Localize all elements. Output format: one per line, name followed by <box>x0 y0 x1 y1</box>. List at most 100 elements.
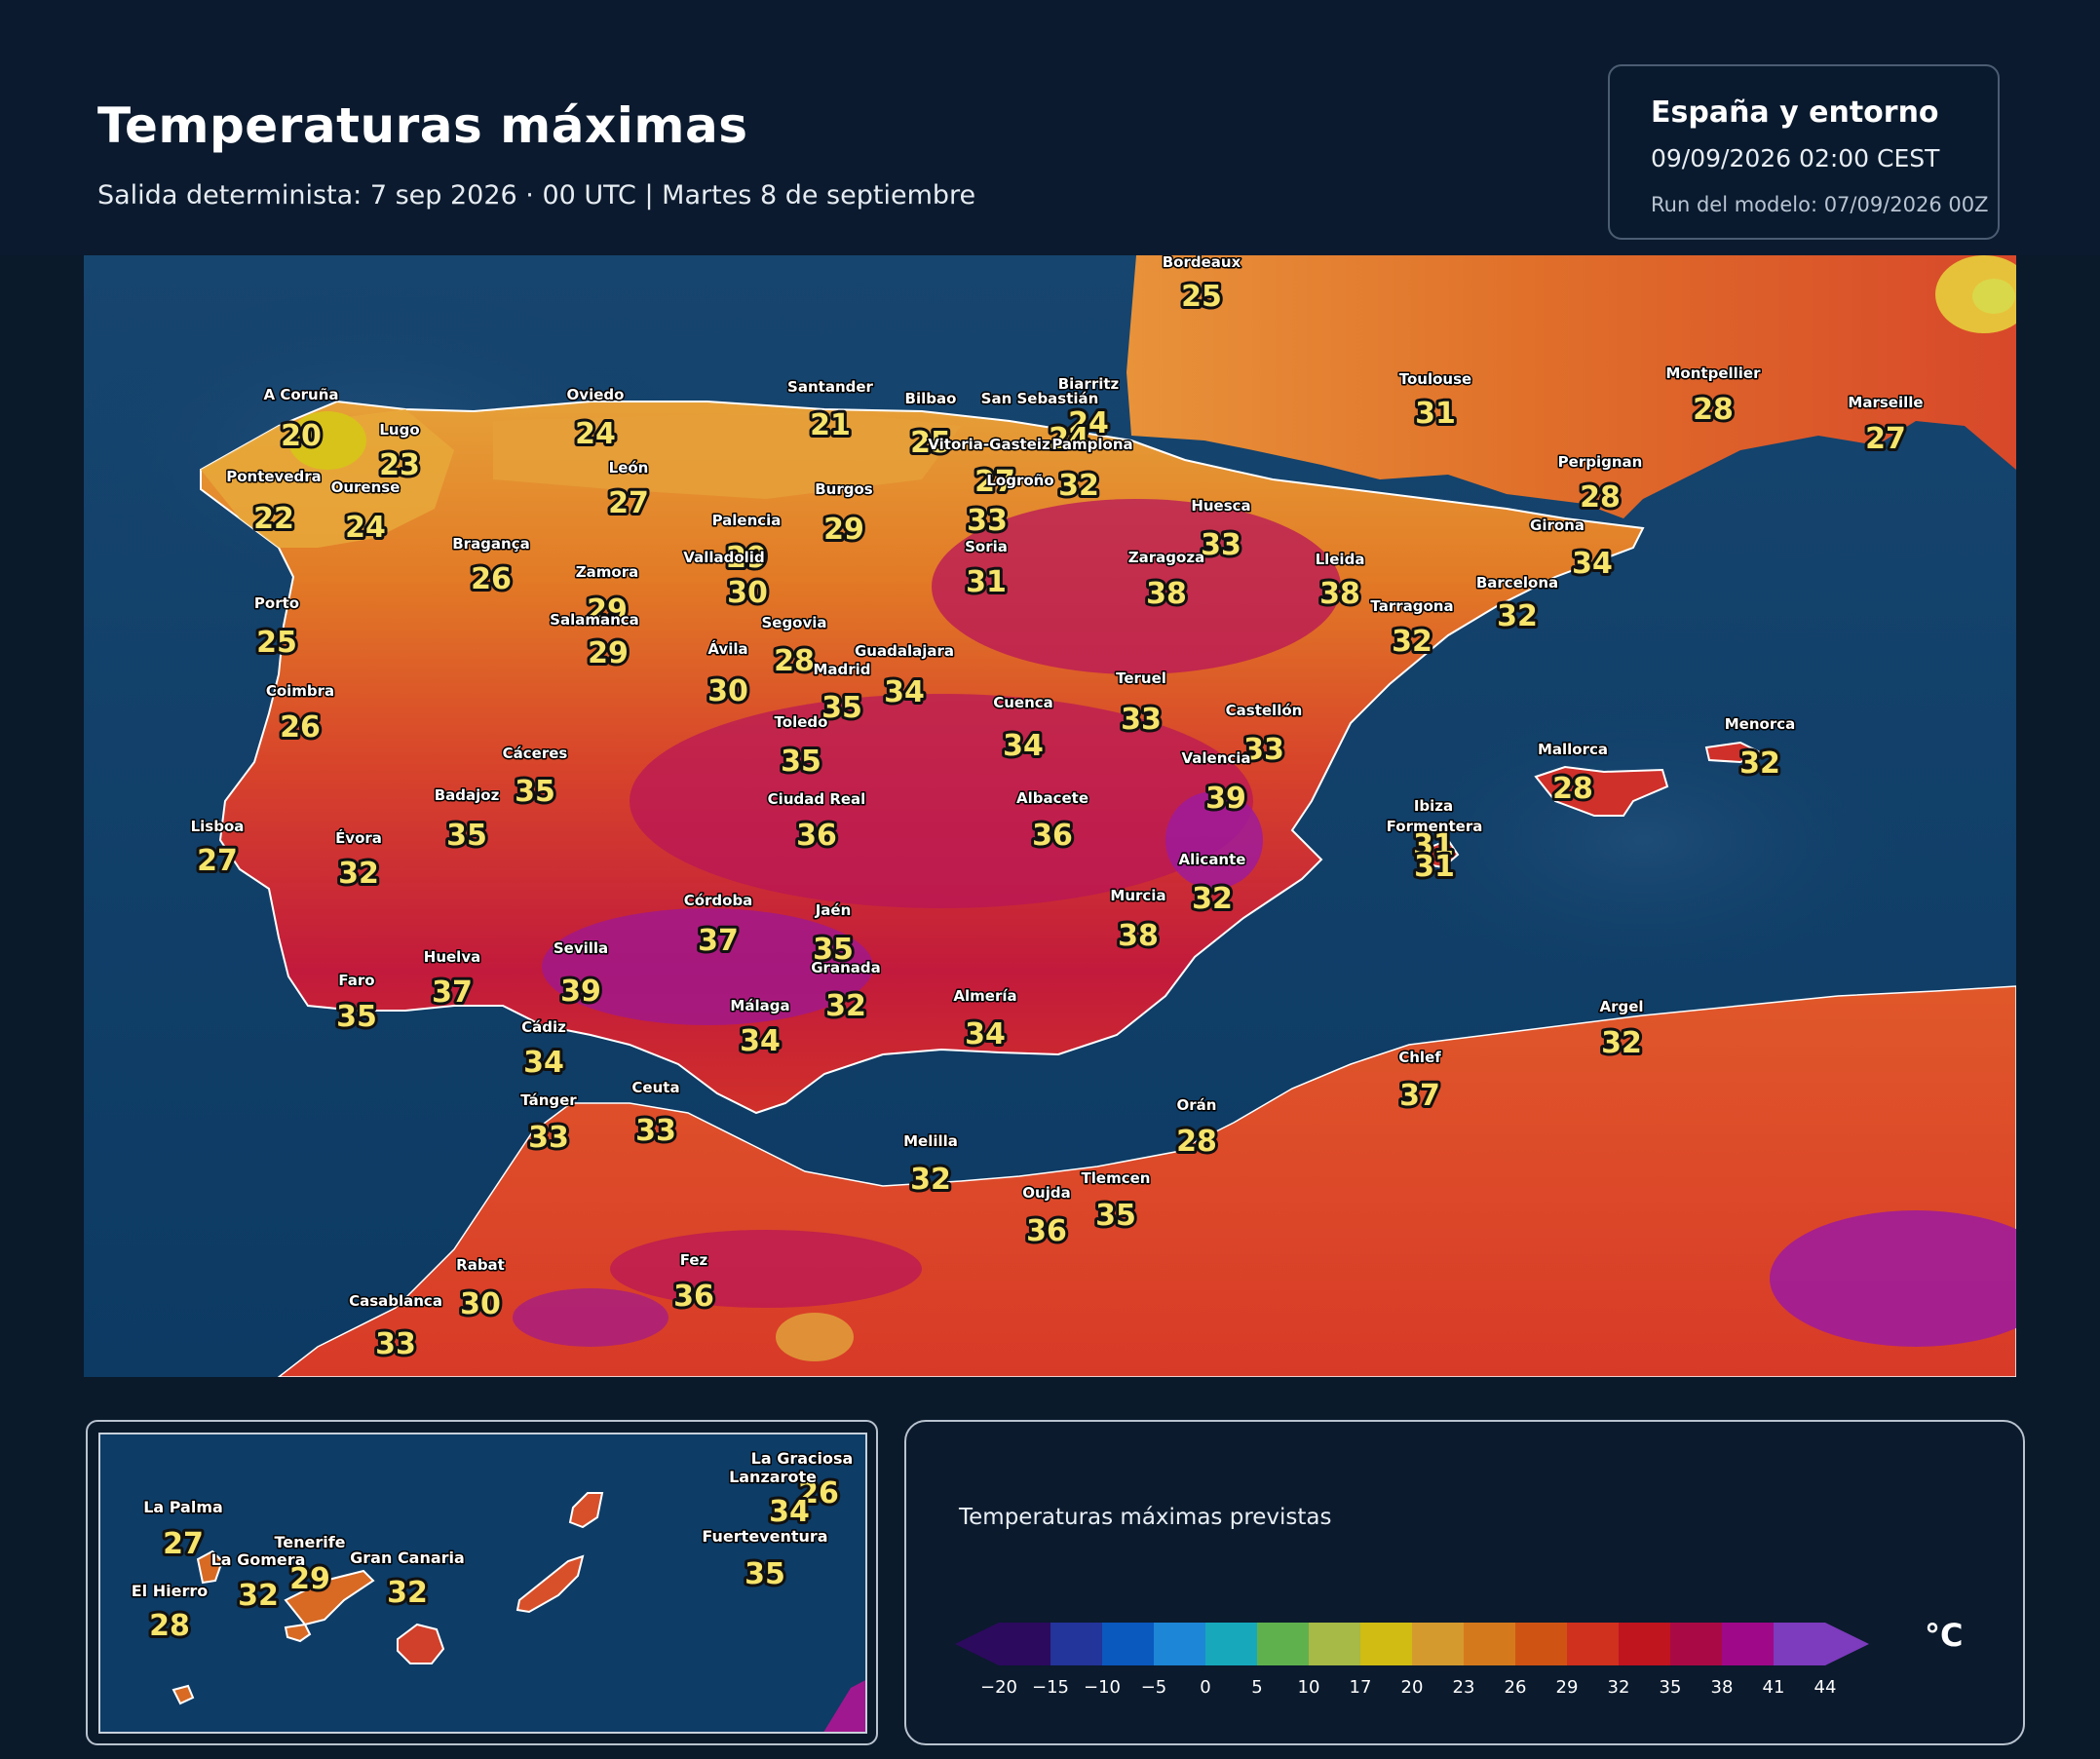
city-label-casablanca: Casablanca <box>349 1292 442 1310</box>
city-label-madrid: Madrid <box>813 661 870 678</box>
canary-sea <box>100 1434 865 1732</box>
canary-label-la-graciosa: La Graciosa <box>751 1449 854 1468</box>
city-label-sevilla: Sevilla <box>554 939 608 957</box>
city-label-fez: Fez <box>680 1251 708 1269</box>
city-label-zamora: Zamora <box>576 563 638 581</box>
color-scale-tick-label: 20 <box>1401 1677 1424 1698</box>
temp-value-teruel: 33 <box>1121 703 1162 737</box>
legend-title: Temperaturas máximas previstas <box>959 1505 1332 1530</box>
color-scale-tick-label: 26 <box>1505 1677 1527 1698</box>
temp-value-montpellier: 28 <box>1693 393 1734 427</box>
color-scale-tick-label: 10 <box>1298 1677 1320 1698</box>
canary-temp-la-palma: 27 <box>163 1527 204 1561</box>
page-title: Temperaturas máximas <box>97 97 748 154</box>
temp-value-valladolid: 30 <box>727 576 768 610</box>
temp-value-menorca: 32 <box>1739 746 1780 781</box>
temp-value-vitoria-gasteiz: 27 <box>974 465 1015 499</box>
city-label-melilla: Melilla <box>903 1132 958 1150</box>
temp-value-leon: 27 <box>608 486 649 520</box>
temp-value-ceuta: 33 <box>635 1114 676 1148</box>
temp-value-granada: 32 <box>825 989 866 1023</box>
city-label-malaga: Málaga <box>730 997 789 1014</box>
info-box: España y entorno 09/09/2026 02:00 CEST R… <box>1608 64 2000 240</box>
city-label-cordoba: Córdoba <box>684 892 753 909</box>
color-scale-tick-label: 35 <box>1660 1677 1682 1698</box>
temp-value-zamora: 29 <box>587 593 628 628</box>
temp-value-fez: 36 <box>673 1280 714 1314</box>
canary-temp-gran-canaria: 32 <box>387 1576 428 1610</box>
tenerife-island <box>284 1569 375 1626</box>
color-scale-segments: −20 −15 −10 −5 0 5 10 17 20 23 26 29 32 35 38 41 44 <box>955 1623 1869 1698</box>
atlas-hot <box>513 1288 668 1347</box>
france-landmass <box>1126 255 2016 518</box>
temp-value-ibiza: 31 <box>1413 828 1454 862</box>
temp-value-valencia: 39 <box>1205 782 1246 816</box>
city-label-mallorca: Mallorca <box>1538 741 1608 758</box>
temp-value-avila: 30 <box>707 674 748 708</box>
city-label-toulouse: Toulouse <box>1399 370 1471 388</box>
city-label-rabat: Rabat <box>456 1256 505 1274</box>
cantabria-cool <box>493 411 961 499</box>
temp-value-lleida: 38 <box>1319 577 1360 611</box>
color-scale-tick-label: 38 <box>1711 1677 1734 1698</box>
city-label-biarritz: Biarritz <box>1058 375 1120 393</box>
temp-value-melilla: 32 <box>910 1163 951 1197</box>
ebro-hot <box>932 499 1341 674</box>
color-scale-segment <box>1774 1623 1869 1665</box>
city-label-evora: Évora <box>335 828 382 847</box>
canary-label-la-gomera: La Gomera <box>211 1550 306 1569</box>
temp-value-cadiz: 34 <box>523 1046 564 1080</box>
cool-spot <box>288 411 366 470</box>
city-label-a-coruna: A Coruña <box>263 386 338 403</box>
color-scale-tick-label: 0 <box>1200 1677 1210 1698</box>
temp-value-malaga: 34 <box>740 1024 781 1058</box>
city-label-guadalajara: Guadalajara <box>855 642 954 660</box>
city-label-lisboa: Lisboa <box>191 818 245 835</box>
temp-value-cuenca: 34 <box>1003 729 1044 763</box>
temp-value-biarritz: 24 <box>1068 406 1109 440</box>
temp-value-huesca: 33 <box>1201 528 1241 562</box>
color-scale-segment <box>1360 1623 1412 1665</box>
canary-label-tenerife: Tenerife <box>274 1533 345 1551</box>
city-label-castellon: Castellón <box>1226 702 1303 719</box>
city-label-perpignan: Perpignan <box>1558 453 1643 471</box>
city-label-almeria: Almería <box>953 987 1016 1005</box>
temp-value-toledo: 35 <box>781 745 821 779</box>
city-label-oran: Orán <box>1177 1096 1217 1114</box>
canary-label-gran-canaria: Gran Canaria <box>350 1549 465 1567</box>
temp-value-barcelona: 32 <box>1497 599 1538 633</box>
city-label-palencia: Palencia <box>712 512 782 529</box>
city-label-zaragoza: Zaragoza <box>1128 549 1204 566</box>
temp-value-caceres: 35 <box>515 775 555 809</box>
atlas-cool <box>776 1313 854 1361</box>
temp-value-oujda: 36 <box>1026 1214 1067 1248</box>
mallorca <box>1534 765 1669 817</box>
temp-value-toulouse: 31 <box>1415 397 1456 431</box>
temp-value-alicante: 32 <box>1192 882 1233 916</box>
city-label-oviedo: Oviedo <box>567 386 625 403</box>
la-palma-island <box>196 1549 224 1585</box>
city-label-tarragona: Tarragona <box>1370 597 1453 615</box>
temp-value-porto: 25 <box>256 626 297 660</box>
city-label-lleida: Lleida <box>1316 551 1365 568</box>
color-scale-segment <box>1619 1623 1670 1665</box>
color-scale-tick-label: 41 <box>1763 1677 1785 1698</box>
canary-inset-map[interactable]: La Graciosa 26 Lanzarote 34 La Palma 27 Teneri… <box>98 1433 867 1734</box>
temp-value-chlef: 37 <box>1399 1079 1440 1113</box>
temp-value-tarragona: 32 <box>1392 625 1432 659</box>
color-scale-segment <box>955 1623 1050 1665</box>
city-label-montpellier: Montpellier <box>1666 364 1762 382</box>
info-model-run: Run del modelo: 07/09/2026 00Z <box>1651 193 1989 216</box>
city-label-ibiza: Ibiza <box>1414 797 1453 815</box>
city-label-badajoz: Badajoz <box>435 786 500 804</box>
city-label-ceuta: Ceuta <box>631 1079 679 1096</box>
city-label-cadiz: Cádiz <box>521 1018 566 1036</box>
city-label-faro: Faro <box>338 972 374 989</box>
lamancha-hot <box>630 694 1253 908</box>
main-map[interactable]: Bordeaux 25 Toulouse 31 Montpellier 28 Marseil… <box>84 255 2016 1377</box>
city-label-porto: Porto <box>254 594 299 612</box>
legend-panel: Temperaturas máximas previstas °C −20 −15… <box>904 1420 2025 1745</box>
canary-label-lanzarote: Lanzarote <box>729 1468 817 1486</box>
city-label-lugo: Lugo <box>379 421 419 439</box>
